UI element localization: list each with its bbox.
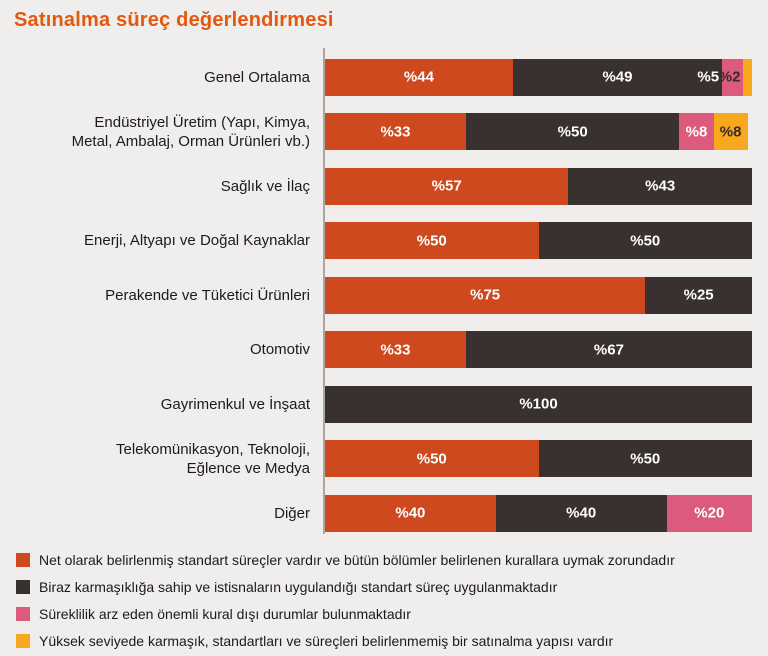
bar-row: Genel Ortalama %44 %49 %5 %2	[14, 50, 752, 105]
legend-label: Yüksek seviyede karmaşık, standartları v…	[39, 632, 614, 649]
segment-value-label: %49	[602, 68, 633, 86]
segment-value-label: %8	[719, 123, 742, 141]
bar-track: %100	[325, 385, 752, 423]
legend-item: Net olarak belirlenmiş standart süreçler…	[16, 546, 675, 573]
bar-segment-orange: %50	[325, 222, 539, 260]
bar-chart: Genel Ortalama %44 %49 %5 %2 Endüstriyel Üret…	[14, 48, 752, 541]
bar-segment-yellow: %8	[713, 113, 748, 151]
bar-track: %44 %49 %5 %2	[325, 58, 752, 96]
bar-segment-pink: %8	[679, 113, 714, 151]
segment-value-label: %43	[645, 177, 676, 195]
category-label: Gayrimenkul ve İnşaat	[160, 395, 310, 413]
segment-value-label: %50	[416, 232, 447, 250]
segment-value-label: %50	[630, 450, 661, 468]
bar-track: %75 %25	[325, 276, 752, 314]
category-label: Perakende ve Tüketici Ürünleri	[105, 286, 310, 304]
legend-swatch-dark	[16, 579, 30, 594]
segment-value-label: %2	[718, 68, 741, 86]
bar-track: %50 %50	[325, 222, 752, 260]
segment-value-label: %33	[380, 341, 411, 359]
legend-item: Yüksek seviyede karmaşık, standartları v…	[16, 627, 675, 654]
legend-label: Süreklilik arz eden önemli kural dışı du…	[39, 605, 411, 622]
category-label: Sağlık ve İlaç	[220, 177, 310, 195]
bar-segment-orange: %50	[325, 440, 539, 478]
bar-segment-orange: %75	[325, 276, 646, 314]
bar-row: Otomotiv %33 %67	[14, 323, 752, 378]
segment-value-label: %100	[519, 395, 558, 413]
bar-segment-dark: %25	[645, 276, 752, 314]
bar-segment-dark: %67	[465, 331, 752, 369]
legend-item: Süreklilik arz eden önemli kural dışı du…	[16, 600, 675, 627]
legend-swatch-orange	[16, 552, 30, 567]
legend-item: Biraz karmaşıklığa sahip ve istisnaların…	[16, 573, 675, 600]
bar-row: Gayrimenkul ve İnşaat %100	[14, 377, 752, 432]
bar-segment-dark: %50	[538, 222, 752, 260]
bar-segment-dark: %43	[568, 167, 752, 205]
segment-value-label: %50	[630, 232, 661, 250]
bar-segment-orange: %40	[325, 494, 496, 532]
bar-track: %40 %40 %20	[325, 494, 752, 532]
bar-segment-dark: %50	[538, 440, 752, 478]
bar-segment-pink: %20	[666, 494, 752, 532]
segment-value-label: %75	[470, 286, 501, 304]
legend-swatch-pink	[16, 606, 30, 621]
legend-label: Biraz karmaşıklığa sahip ve istisnaların…	[39, 578, 558, 595]
bar-row: Diğer %40 %40 %20	[14, 486, 752, 541]
bar-track: %57 %43	[325, 167, 752, 205]
bar-segment-orange: %57	[325, 167, 569, 205]
category-label: Endüstriyel Üretim (Yapı, Kimya, Metal, …	[71, 113, 310, 150]
segment-value-label: %50	[557, 123, 588, 141]
bar-segment-yellow: %2	[719, 58, 752, 96]
segment-value-label: %44	[403, 68, 434, 86]
segment-value-label: %40	[395, 504, 426, 522]
segment-value-label: %20	[694, 504, 725, 522]
axis-line	[323, 48, 325, 534]
category-label: Diğer	[274, 504, 310, 522]
segment-value-label: %67	[593, 341, 624, 359]
bar-segment-orange: %33	[325, 113, 466, 151]
bar-row: Enerji, Altyapı ve Doğal Kaynaklar %50 %50	[14, 214, 752, 269]
bar-segment-dark: %49	[512, 58, 723, 96]
bar-row: Perakende ve Tüketici Ürünleri %75 %25	[14, 268, 752, 323]
bar-row: Endüstriyel Üretim (Yapı, Kimya, Metal, …	[14, 105, 752, 160]
bar-segment-dark: %50	[465, 113, 680, 151]
segment-value-label: %25	[683, 286, 714, 304]
bar-track: %33 %50 %8 %8	[325, 113, 752, 151]
bar-segment-orange: %44	[325, 58, 513, 96]
legend-swatch-yellow	[16, 633, 30, 648]
legend: Net olarak belirlenmiş standart süreçler…	[16, 546, 675, 654]
segment-value-label: %8	[685, 123, 708, 141]
segment-value-label: %40	[566, 504, 597, 522]
category-label: Otomotiv	[249, 341, 310, 359]
category-label: Genel Ortalama	[204, 68, 310, 86]
bar-segment-dark: %100	[325, 385, 752, 423]
segment-value-label: %57	[431, 177, 462, 195]
bar-segment-dark: %40	[495, 494, 667, 532]
chart-title: Satınalma süreç değerlendirmesi	[14, 9, 334, 31]
segment-value-label: %5	[697, 68, 720, 86]
bar-row: Sağlık ve İlaç %57 %43	[14, 159, 752, 214]
bar-segment-pink: %5	[697, 58, 744, 96]
category-label: Telekomünikasyon, Teknoloji, Eğlence ve …	[116, 440, 310, 477]
category-label: Enerji, Altyapı ve Doğal Kaynaklar	[84, 232, 310, 250]
bar-segment-orange: %33	[325, 331, 466, 369]
legend-label: Net olarak belirlenmiş standart süreçler…	[39, 551, 675, 568]
segment-value-label: %50	[416, 450, 447, 468]
bar-track: %50 %50	[325, 440, 752, 478]
bar-row: Telekomünikasyon, Teknoloji, Eğlence ve …	[14, 432, 752, 487]
segment-value-label: %33	[380, 123, 411, 141]
bar-track: %33 %67	[325, 331, 752, 369]
